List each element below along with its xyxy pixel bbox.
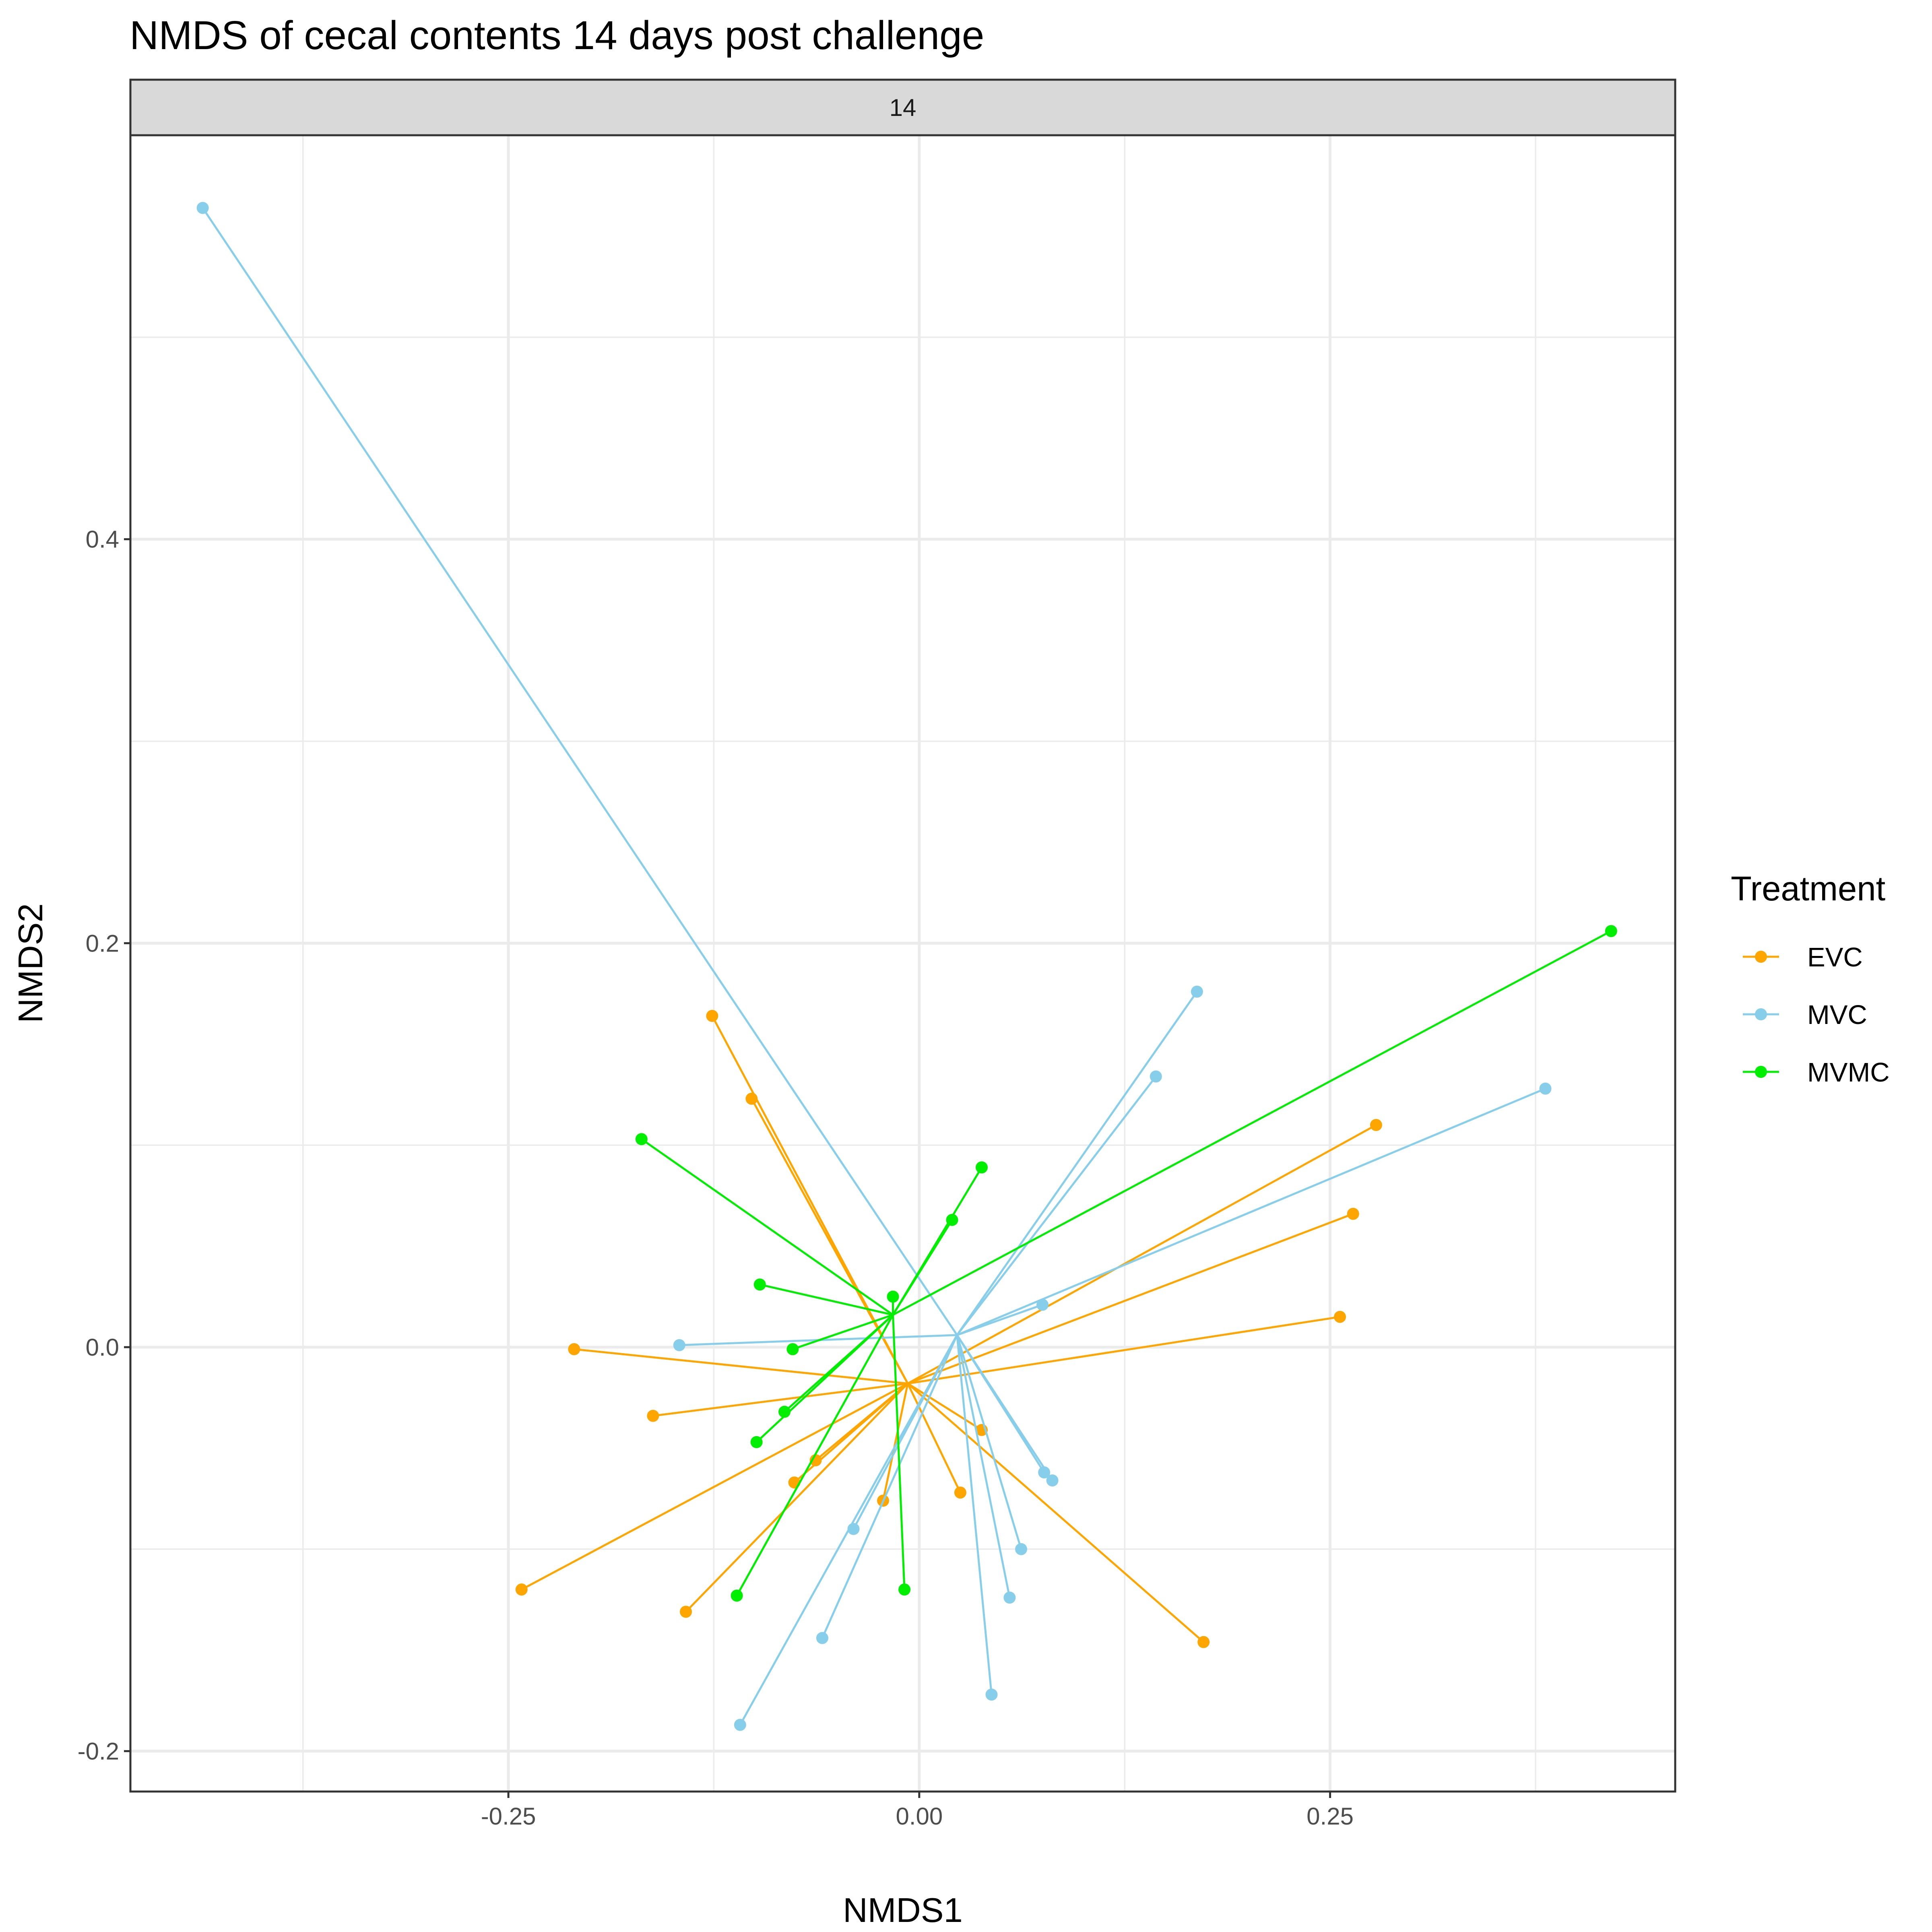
x-tick-label: 0.00 [896,1803,943,1830]
spider-line [821,1334,958,1639]
data-point [1605,925,1617,937]
spider-line [956,1088,1546,1336]
facet-strip-label: 14 [890,94,916,121]
data-point [946,1214,958,1226]
data-point [647,1410,659,1422]
plot-panel [130,135,1675,1792]
spider-line [956,1335,993,1695]
spider-line [792,1314,894,1350]
data-point [1015,1543,1027,1555]
data-point [1038,1466,1051,1479]
data-point [887,1290,899,1303]
legend-item-evc: EVC [1743,942,1863,972]
x-axis-ticks: -0.25 0.00 0.25 [481,1792,1354,1830]
spider-line [892,930,1612,1316]
data-point [778,1406,791,1418]
legend-key-point [1755,951,1767,963]
spider-line [641,1138,894,1316]
data-point [1046,1474,1059,1487]
spider-line [521,1383,908,1591]
spider-line [956,991,1198,1336]
data-point [568,1343,580,1355]
spider-line [760,1283,894,1316]
x-tick-label: 0.25 [1307,1803,1354,1830]
spider-line [956,1335,1022,1550]
legend-label: EVC [1807,942,1863,972]
data-point [1347,1208,1359,1220]
data-point [673,1339,685,1351]
data-point [731,1589,743,1602]
y-tick-label: -0.2 [78,1738,119,1765]
data-point [1334,1311,1346,1323]
y-axis-ticks: -0.2 0.0 0.2 0.4 [78,526,130,1765]
data-point [975,1161,988,1174]
data-point [745,1092,758,1105]
data-point [1003,1591,1016,1604]
data-point [515,1583,528,1596]
spider-line [907,1383,983,1431]
data-point [954,1486,966,1499]
spider-line [892,1315,906,1590]
data-point [753,1278,766,1291]
x-axis-title: NMDS1 [843,1891,963,1930]
spider-line [956,1076,1157,1336]
series-mvc [196,202,1552,1731]
data-point [635,1133,648,1146]
y-tick-label: 0.4 [86,526,119,553]
spider-line [574,1348,908,1385]
data-point [985,1688,998,1701]
spider-line [653,1382,908,1417]
spider-line [906,1383,962,1493]
spider-line [736,1314,894,1596]
spider-line [892,1167,983,1315]
spider-line [907,1383,1204,1643]
spider-line [202,207,958,1336]
data-point [734,1719,746,1731]
legend: Treatment EVC MVC MVMC [1731,870,1890,1088]
spider-line [755,1314,894,1443]
data-point [1197,1636,1210,1648]
data-point [1191,985,1203,998]
y-axis-title: NMDS2 [12,903,50,1023]
legend-label: MVC [1807,1000,1867,1030]
legend-key-point [1755,1008,1767,1020]
legend-key-point [1755,1066,1767,1078]
chart-title: NMDS of cecal contents 14 days post chal… [130,13,984,58]
spider-line [956,1334,1053,1481]
spider-line [907,1124,1377,1385]
data-point [1150,1070,1162,1083]
data-point [196,202,209,214]
legend-title: Treatment [1731,870,1885,908]
series-evc [515,1009,1382,1648]
facet-strip [129,78,1676,136]
data-point [1539,1082,1552,1095]
data-point [706,1009,718,1022]
data-point [788,1476,801,1489]
grid-lines [130,135,1675,1792]
legend-label: MVMC [1807,1057,1890,1088]
data-point [847,1523,860,1535]
legend-item-mvmc: MVMC [1743,1057,1890,1088]
data-point [898,1583,911,1596]
plot-panel-border [129,134,1676,1793]
data-series [196,202,1617,1731]
spider-line [956,1335,1011,1598]
x-tick-label: -0.25 [481,1803,536,1830]
y-tick-label: 0.2 [86,930,119,957]
data-point [816,1632,828,1644]
y-tick-label: 0.0 [86,1334,119,1361]
spider-line [793,1383,908,1484]
series-mvmc [635,925,1617,1602]
data-point [680,1606,692,1618]
data-point [1370,1119,1382,1131]
data-point [786,1343,799,1355]
data-point [1036,1298,1049,1311]
spider-line [685,1383,909,1613]
spider-line [882,1383,909,1501]
spider-line [907,1213,1354,1385]
legend-item-mvc: MVC [1743,1000,1867,1030]
data-point [750,1436,763,1448]
